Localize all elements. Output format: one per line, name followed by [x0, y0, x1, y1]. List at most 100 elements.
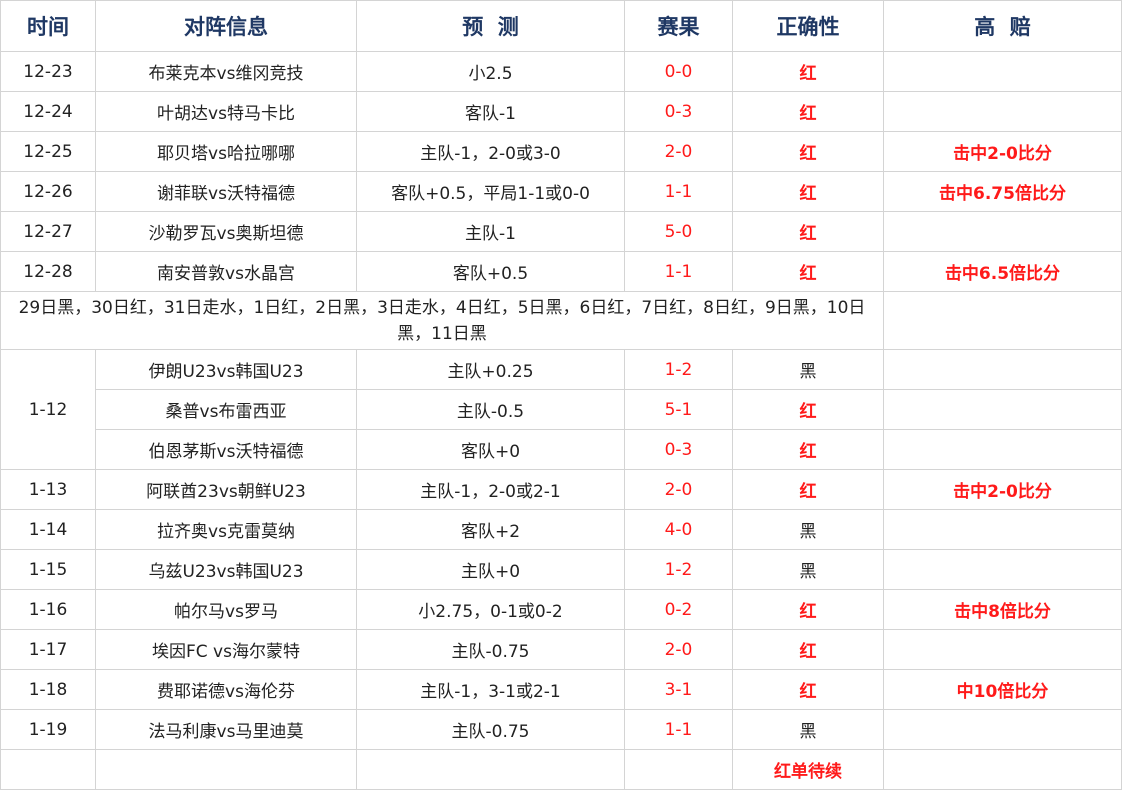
prediction-cell: 主队-0.75	[356, 629, 625, 670]
date-cell: 1-13	[0, 469, 96, 510]
correctness-cell: 红	[732, 389, 884, 430]
prediction-cell: 主队+0	[356, 549, 625, 590]
table-row: 12-24 叶胡达vs特马卡比 客队-1 0-3 红	[0, 91, 1122, 132]
header-result: 赛果	[624, 0, 733, 52]
prediction-cell: 客队+0.5，平局1-1或0-0	[356, 171, 625, 212]
prediction-cell: 小2.5	[356, 51, 625, 92]
result-cell: 1-1	[624, 709, 733, 750]
result-cell: 1-2	[624, 349, 733, 390]
correctness-cell: 红	[732, 589, 884, 630]
footer-row: 红单待续	[0, 749, 1122, 790]
correctness-cell: 红	[732, 629, 884, 670]
high-odds-cell	[883, 349, 1122, 390]
result-cell: 0-0	[624, 51, 733, 92]
match-cell: 帕尔马vs罗马	[95, 589, 357, 630]
date-cell: 12-23	[0, 51, 96, 92]
table-row: 12-23 布莱克本vs维冈竞技 小2.5 0-0 红	[0, 51, 1122, 92]
date-cell: 12-25	[0, 131, 96, 172]
correctness-cell: 黑	[732, 349, 884, 390]
date-cell: 1-19	[0, 709, 96, 750]
table-row: 1-14 拉齐奥vs克雷莫纳 客队+2 4-0 黑	[0, 509, 1122, 550]
date-cell: 12-28	[0, 251, 96, 292]
empty-cell	[883, 749, 1122, 790]
result-cell: 0-3	[624, 429, 733, 470]
table-row: 1-19 法马利康vs马里迪莫 主队-0.75 1-1 黑	[0, 709, 1122, 750]
prediction-cell: 客队+0	[356, 429, 625, 470]
high-odds-cell: 中10倍比分	[883, 669, 1122, 710]
empty-cell	[356, 749, 625, 790]
correctness-cell: 红	[732, 131, 884, 172]
high-odds-cell	[883, 389, 1122, 430]
header-correctness: 正确性	[732, 0, 884, 52]
result-cell: 2-0	[624, 131, 733, 172]
result-cell: 1-1	[624, 171, 733, 212]
result-cell: 1-1	[624, 251, 733, 292]
correctness-cell: 红	[732, 211, 884, 252]
match-cell: 费耶诺德vs海伦芬	[95, 669, 357, 710]
high-odds-cell	[883, 91, 1122, 132]
correctness-cell: 黑	[732, 709, 884, 750]
table-row: 1-12 伊朗U23vs韩国U23 主队+0.25 1-2 黑	[0, 349, 1122, 470]
high-odds-cell: 击中2-0比分	[883, 469, 1122, 510]
prediction-cell: 主队-1，2-0或2-1	[356, 469, 625, 510]
empty-cell	[95, 749, 357, 790]
result-cell: 0-2	[624, 589, 733, 630]
summary-note: 29日黑，30日红，31日走水，1日红，2日黑，3日走水，4日红，5日黑，6日红…	[0, 291, 884, 350]
result-cell: 2-0	[624, 469, 733, 510]
date-cell: 1-14	[0, 509, 96, 550]
empty-cell	[0, 749, 96, 790]
match-cell: 埃因FC vs海尔蒙特	[95, 629, 357, 670]
prediction-cell: 客队+0.5	[356, 251, 625, 292]
date-cell: 12-26	[0, 171, 96, 212]
match-cell: 沙勒罗瓦vs奥斯坦德	[95, 211, 357, 252]
high-odds-cell: 击中6.5倍比分	[883, 251, 1122, 292]
table-row: 1-16 帕尔马vs罗马 小2.75，0-1或0-2 0-2 红 击中8倍比分	[0, 589, 1122, 630]
summary-row: 29日黑，30日红，31日走水，1日红，2日黑，3日走水，4日红，5日黑，6日红…	[0, 291, 1122, 350]
result-cell: 0-3	[624, 91, 733, 132]
match-cell: 叶胡达vs特马卡比	[95, 91, 357, 132]
result-cell: 5-0	[624, 211, 733, 252]
match-cell: 法马利康vs马里迪莫	[95, 709, 357, 750]
prediction-cell: 主队+0.25	[356, 349, 625, 390]
header-match: 对阵信息	[95, 0, 357, 52]
match-cell: 谢菲联vs沃特福德	[95, 171, 357, 212]
empty-cell	[624, 749, 733, 790]
prediction-cell: 主队-1，2-0或3-0	[356, 131, 625, 172]
match-cell: 拉齐奥vs克雷莫纳	[95, 509, 357, 550]
table-row: 1-15 乌兹U23vs韩国U23 主队+0 1-2 黑	[0, 549, 1122, 590]
group-date-cell: 1-12	[0, 349, 96, 470]
high-odds-cell	[883, 429, 1122, 470]
match-cell: 桑普vs布雷西亚	[95, 389, 357, 430]
correctness-cell: 红	[732, 251, 884, 292]
high-odds-cell	[883, 709, 1122, 750]
date-cell: 1-18	[0, 669, 96, 710]
date-cell: 1-17	[0, 629, 96, 670]
prediction-cell: 主队-0.75	[356, 709, 625, 750]
prediction-cell: 主队-1，3-1或2-1	[356, 669, 625, 710]
match-cell: 南安普敦vs水晶宫	[95, 251, 357, 292]
prediction-cell: 客队+2	[356, 509, 625, 550]
correctness-cell: 红	[732, 469, 884, 510]
date-cell: 12-27	[0, 211, 96, 252]
prediction-cell: 客队-1	[356, 91, 625, 132]
high-odds-cell	[883, 51, 1122, 92]
header-prediction: 预 测	[356, 0, 625, 52]
header-time: 时间	[0, 0, 96, 52]
table-row: 桑普vs布雷西亚 主队-0.5 5-1 红	[1, 389, 1122, 430]
result-cell: 1-2	[624, 549, 733, 590]
correctness-cell: 红	[732, 429, 884, 470]
match-cell: 乌兹U23vs韩国U23	[95, 549, 357, 590]
high-odds-cell	[883, 211, 1122, 252]
high-odds-cell: 击中8倍比分	[883, 589, 1122, 630]
result-cell: 3-1	[624, 669, 733, 710]
header-high-odds: 高 赔	[883, 0, 1122, 52]
result-cell: 2-0	[624, 629, 733, 670]
high-odds-cell: 击中6.75倍比分	[883, 171, 1122, 212]
high-odds-cell	[883, 629, 1122, 670]
summary-empty-cell	[883, 291, 1122, 350]
table-row: 12-26 谢菲联vs沃特福德 客队+0.5，平局1-1或0-0 1-1 红 击…	[0, 171, 1122, 212]
date-cell: 1-15	[0, 549, 96, 590]
match-cell: 伯恩茅斯vs沃特福德	[95, 429, 357, 470]
correctness-cell: 红	[732, 91, 884, 132]
